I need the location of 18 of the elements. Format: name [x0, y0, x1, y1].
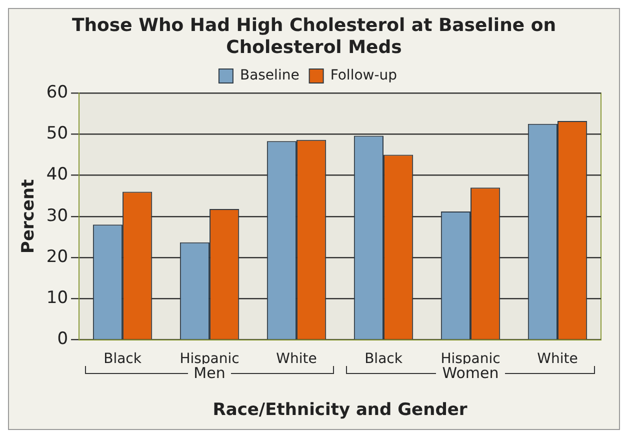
y-tick-label: 50: [46, 124, 68, 144]
text: Men: [188, 364, 232, 382]
y-axis-title: Percent: [18, 179, 39, 254]
chart-title: Those Who Had High Cholesterol at Baseline on Cholesterol Meds: [70, 14, 558, 59]
y-tick-label: 10: [46, 288, 68, 308]
y-tick-label: 20: [46, 246, 68, 267]
y-tick-label: 40: [46, 164, 68, 185]
y-tick-label: 0: [57, 329, 68, 350]
legend-label: Follow-up: [330, 68, 398, 84]
x-axis-title: Race/Ethnicity and Gender: [212, 400, 468, 420]
y-tick-label: 60: [46, 82, 68, 102]
x-tick-label: Black: [104, 350, 142, 367]
y-tick-label: 30: [46, 206, 68, 226]
x-tick-label: White: [537, 350, 578, 367]
x-tick-label: White: [276, 350, 317, 367]
text: Women: [436, 364, 505, 382]
x-tick-label: Black: [364, 350, 404, 367]
legend-label: Baseline: [240, 68, 300, 84]
